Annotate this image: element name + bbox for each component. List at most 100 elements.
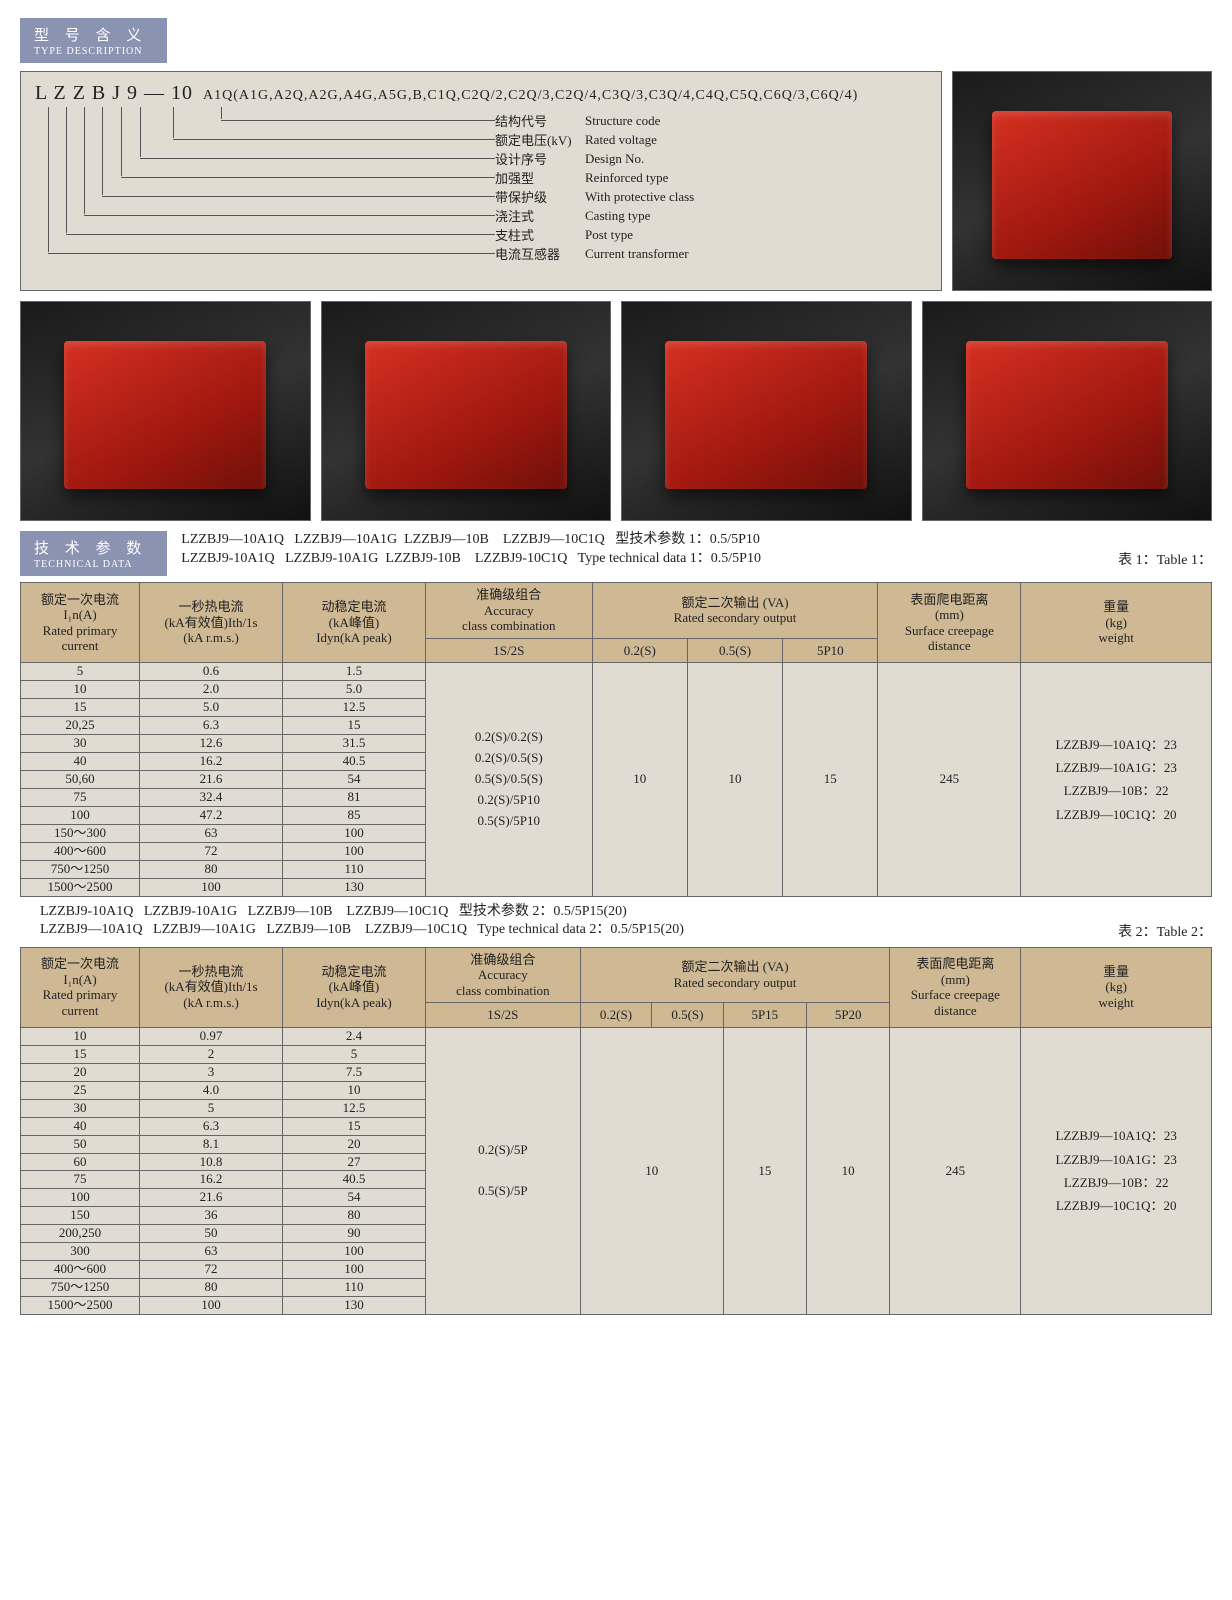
merged-cell: 10 xyxy=(592,663,687,896)
table-2-label: 表 2：Table 2： xyxy=(1118,903,1212,941)
product-image-strip xyxy=(20,301,1212,521)
data-cell: 15 xyxy=(21,1045,140,1063)
type-desc-row: 加强型Reinforced type xyxy=(121,168,668,187)
data-cell: 100 xyxy=(21,806,140,824)
data-cell: 5 xyxy=(283,1045,426,1063)
desc-cn: 加强型 xyxy=(495,168,585,187)
section-en: TYPE DESCRIPTION xyxy=(34,46,147,57)
product-image-2 xyxy=(321,301,612,521)
table-1-label: 表 1：Table 1： xyxy=(1118,531,1212,569)
data-cell: 0.97 xyxy=(140,1027,283,1045)
merged-cell: 10 xyxy=(807,1027,890,1314)
merged-cell: LZZBJ9—10A1Q：23 LZZBJ9—10A1G：23 LZZBJ9—1… xyxy=(1021,1027,1212,1314)
merged-cell: 15 xyxy=(723,1027,806,1314)
data-cell: 300 xyxy=(21,1243,140,1261)
th-5p10: 5P10 xyxy=(783,638,878,663)
data-cell: 15 xyxy=(283,1117,426,1135)
data-cell: 5.0 xyxy=(283,681,426,699)
type-desc-row: 额定电压(kV)Rated voltage xyxy=(173,130,657,149)
data-cell: 1500～2500 xyxy=(21,878,140,896)
technical-data-table-1: 额定一次电流 I₁n(A) Rated primary current 一秒热电… xyxy=(20,582,1212,897)
merged-cell: 10 xyxy=(580,1027,723,1314)
data-cell: 80 xyxy=(140,860,283,878)
data-cell: 32.4 xyxy=(140,788,283,806)
data-cell: 15 xyxy=(283,717,426,735)
th-creepage: 表面爬电距离 (mm) Surface creepage distance xyxy=(878,583,1021,663)
merged-cell: 245 xyxy=(890,1027,1021,1314)
data-cell: 5.0 xyxy=(140,699,283,717)
th-5p20: 5P20 xyxy=(807,1003,890,1028)
data-cell: 90 xyxy=(283,1225,426,1243)
data-cell: 40.5 xyxy=(283,753,426,771)
th-ith: 一秒热电流 (kA有效值)Ith/1s (kA r.m.s.) xyxy=(140,583,283,663)
data-cell: 15 xyxy=(21,699,140,717)
desc-en: Design No. xyxy=(585,151,644,167)
data-cell: 750～1250 xyxy=(21,860,140,878)
data-cell: 3 xyxy=(140,1063,283,1081)
section-header-tech: 技 术 参 数 TECHNICAL DATA xyxy=(20,531,167,576)
data-cell: 40 xyxy=(21,753,140,771)
data-cell: 100 xyxy=(140,878,283,896)
data-cell: 400～600 xyxy=(21,1261,140,1279)
data-cell: 40.5 xyxy=(283,1171,426,1189)
section-en: TECHNICAL DATA xyxy=(34,559,147,570)
type-desc-row: 电流互感器Current transformer xyxy=(48,244,689,263)
desc-en: Rated voltage xyxy=(585,132,657,148)
data-cell: 75 xyxy=(21,1171,140,1189)
data-cell: 12.5 xyxy=(283,699,426,717)
data-cell: 130 xyxy=(283,1297,426,1315)
desc-en: Casting type xyxy=(585,208,650,224)
data-cell: 100 xyxy=(283,1261,426,1279)
merged-cell: 15 xyxy=(783,663,878,896)
th-accuracy: 准确级组合 Accuracy class combination xyxy=(425,947,580,1003)
data-cell: 20 xyxy=(21,1063,140,1081)
data-cell: 7.5 xyxy=(283,1063,426,1081)
data-cell: 400～600 xyxy=(21,842,140,860)
merged-cell: 0.2(S)/5P 0.5(S)/5P xyxy=(425,1027,580,1314)
data-cell: 80 xyxy=(140,1279,283,1297)
data-cell: 60 xyxy=(21,1153,140,1171)
product-image-1 xyxy=(20,301,311,521)
type-code-line: L Z Z B J 9 — 10 A1Q(A1G,A2Q,A2G,A4G,A5G… xyxy=(35,82,927,105)
data-cell: 21.6 xyxy=(140,1189,283,1207)
th-05s: 0.5(S) xyxy=(652,1003,723,1028)
data-cell: 80 xyxy=(283,1207,426,1225)
data-cell: 100 xyxy=(283,1243,426,1261)
desc-en: Reinforced type xyxy=(585,170,668,186)
data-cell: 54 xyxy=(283,1189,426,1207)
desc-en: Current transformer xyxy=(585,246,689,262)
table-row: 100.972.40.2(S)/5P 0.5(S)/5P101510245LZZ… xyxy=(21,1027,1212,1045)
data-cell: 130 xyxy=(283,878,426,896)
section-cn: 技 术 参 数 xyxy=(34,541,147,557)
data-cell: 2.4 xyxy=(283,1027,426,1045)
models-heading-2: LZZBJ9-10A1Q LZZBJ9-10A1G LZZBJ9—10B LZZ… xyxy=(40,903,1104,941)
models-heading-1: LZZBJ9—10A1Q LZZBJ9—10A1G LZZBJ9—10B LZZ… xyxy=(181,531,1104,569)
data-cell: 31.5 xyxy=(283,735,426,753)
section-header-type: 型 号 含 义 TYPE DESCRIPTION xyxy=(20,18,167,63)
th-idyn: 动稳定电流 (kA峰值) Idyn(kA peak) xyxy=(283,583,426,663)
data-cell: 10.8 xyxy=(140,1153,283,1171)
type-desc-row: 带保护级With protective class xyxy=(102,187,694,206)
desc-cn: 支柱式 xyxy=(495,225,585,244)
data-cell: 20 xyxy=(283,1135,426,1153)
data-cell: 110 xyxy=(283,1279,426,1297)
type-desc-row: 浇注式Casting type xyxy=(84,206,650,225)
data-cell: 5 xyxy=(140,1099,283,1117)
data-cell: 100 xyxy=(283,842,426,860)
data-cell: 100 xyxy=(140,1297,283,1315)
merged-cell: 0.2(S)/0.2(S) 0.2(S)/0.5(S) 0.5(S)/0.5(S… xyxy=(425,663,592,896)
data-cell: 30 xyxy=(21,1099,140,1117)
data-cell: 150 xyxy=(21,1207,140,1225)
th-rated-primary: 额定一次电流 I₁n(A) Rated primary current xyxy=(21,583,140,663)
data-cell: 16.2 xyxy=(140,753,283,771)
merged-cell: LZZBJ9—10A1Q：23 LZZBJ9—10A1G：23 LZZBJ9—1… xyxy=(1021,663,1212,896)
data-cell: 10 xyxy=(283,1081,426,1099)
data-cell: 2 xyxy=(140,1045,283,1063)
type-description-panel: L Z Z B J 9 — 10 A1Q(A1G,A2Q,A2G,A4G,A5G… xyxy=(20,71,942,291)
th-05s: 0.5(S) xyxy=(687,638,782,663)
data-cell: 81 xyxy=(283,788,426,806)
data-cell: 50 xyxy=(21,1135,140,1153)
th-weight: 重量 (kg) weight xyxy=(1021,947,1212,1027)
data-cell: 21.6 xyxy=(140,771,283,789)
data-cell: 16.2 xyxy=(140,1171,283,1189)
